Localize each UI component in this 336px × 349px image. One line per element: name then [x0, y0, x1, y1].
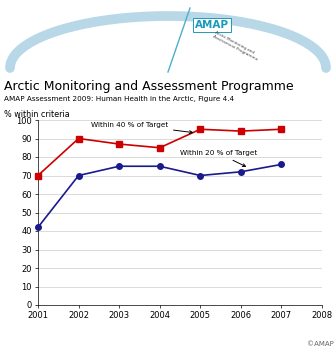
Text: AMAP: AMAP [195, 20, 229, 30]
Text: Arctic Monitoring and Assessment Programme: Arctic Monitoring and Assessment Program… [4, 80, 294, 93]
Text: ©AMAP: ©AMAP [307, 341, 334, 347]
Text: % within criteria: % within criteria [4, 110, 70, 119]
Text: AMAP Assessment 2009: Human Health in the Arctic, Figure 4.4: AMAP Assessment 2009: Human Health in th… [4, 96, 234, 102]
Text: Arctic Monitoring and
Assessment Programme: Arctic Monitoring and Assessment Program… [212, 30, 260, 61]
Text: Within 20 % of Target: Within 20 % of Target [180, 150, 257, 166]
Text: Within 40 % of Target: Within 40 % of Target [91, 121, 193, 134]
